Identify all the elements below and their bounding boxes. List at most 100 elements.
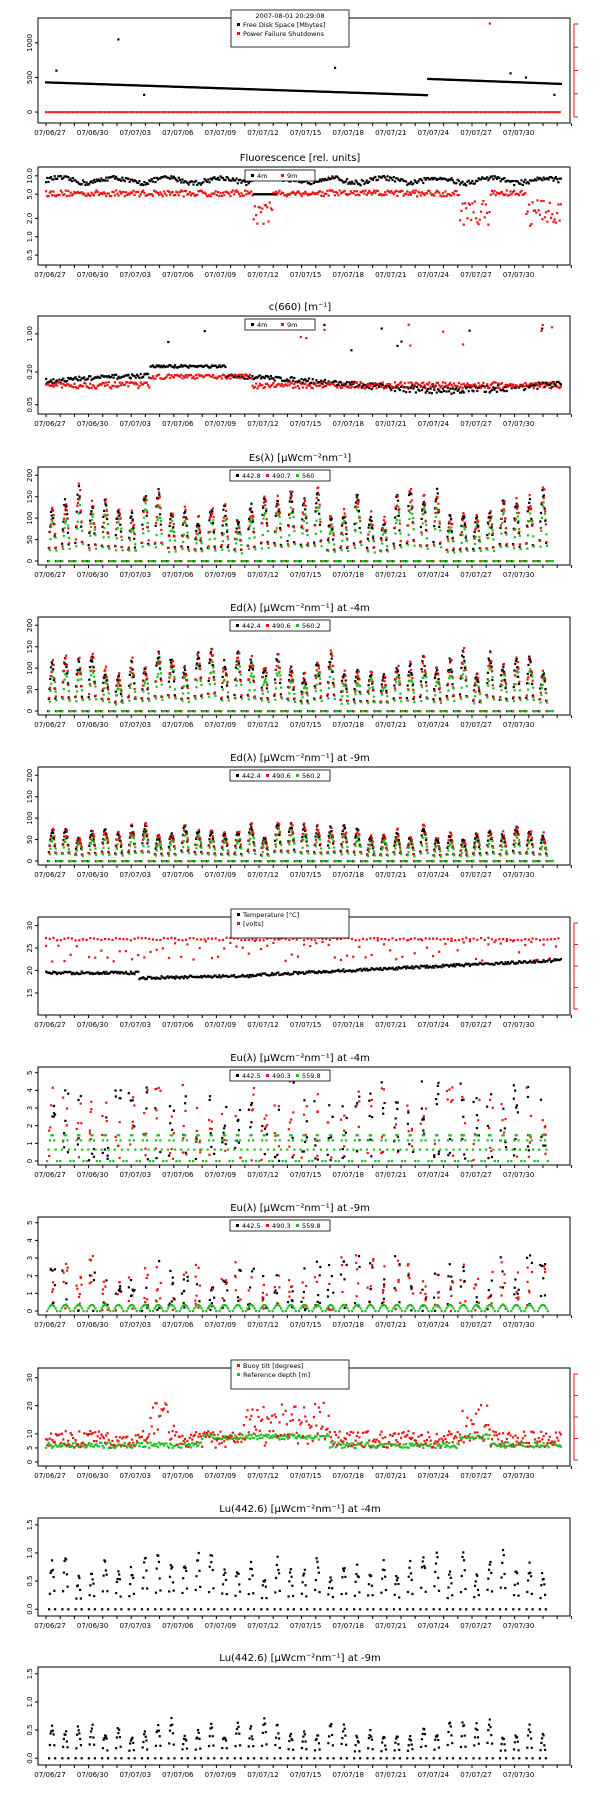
fluor-9m-point	[395, 189, 398, 192]
c660-4m-point	[253, 377, 257, 380]
fluor-4m-point	[115, 175, 118, 178]
fluor-4m-point	[300, 181, 303, 184]
fluor-9m-point	[492, 192, 495, 195]
fluor-9m-point	[463, 202, 467, 205]
shutdown-point	[475, 111, 478, 114]
c660-spike-point	[541, 327, 544, 330]
fluor-9m-point	[295, 191, 298, 194]
c660-9m-point	[218, 375, 221, 378]
disk-point	[390, 92, 393, 96]
band-560-point	[168, 539, 172, 542]
fluor-4m-point	[65, 175, 69, 178]
band-560-point	[316, 673, 320, 676]
fluor-9m-point	[252, 218, 255, 221]
fluor-4m-point	[554, 176, 558, 179]
band-442-point	[63, 498, 67, 501]
outlier-point	[333, 66, 337, 69]
band-560-point	[224, 519, 227, 522]
band-442-point	[53, 535, 56, 538]
shutdown-point	[396, 111, 399, 114]
c660-4m-point	[145, 373, 148, 376]
disk-point	[457, 78, 460, 82]
shutdown-point	[506, 111, 510, 114]
fluor-9m-point	[321, 191, 324, 194]
legend-swatch	[281, 323, 284, 326]
fluor-9m-point	[85, 194, 88, 197]
c660-9m-point	[374, 381, 377, 385]
band-560-point	[247, 547, 250, 551]
c660-9m-point	[111, 384, 114, 387]
disk-point	[219, 87, 222, 90]
c660-9m-point	[322, 385, 325, 388]
band-560-point	[342, 521, 345, 524]
band-560-point	[502, 511, 505, 515]
c660-4m-point	[133, 374, 136, 378]
c660-9m-point	[69, 384, 72, 387]
c660-4m-point	[161, 366, 164, 369]
fluor-4m-point	[411, 183, 414, 186]
shutdown-point	[143, 111, 146, 114]
c660-4m-point	[189, 365, 193, 368]
band-442-point	[450, 530, 453, 533]
x-tick-label: 07/07/27	[460, 420, 491, 428]
c660-4m-point	[375, 383, 378, 386]
band-560-point	[276, 674, 279, 677]
c660-9m-point	[280, 382, 284, 386]
data-points	[45, 22, 562, 114]
disk-point	[100, 83, 103, 86]
band-490-point	[91, 652, 94, 655]
band-560-point	[262, 517, 265, 520]
band-560-point	[208, 683, 211, 686]
band-560-point	[161, 698, 164, 701]
c660-9m-point	[67, 383, 70, 386]
fluor-4m-point	[381, 175, 384, 178]
c660-4m-point	[551, 385, 554, 388]
night-point	[138, 710, 141, 713]
outlier-point	[553, 93, 556, 96]
c660-9m-point	[94, 386, 97, 390]
band-490-point	[154, 695, 157, 698]
band-442-point	[52, 517, 55, 520]
fluor-4m-point	[145, 182, 148, 185]
fluor-9m-point	[538, 213, 542, 216]
c660-4m-point	[343, 384, 346, 387]
legend-label: 490.7	[272, 472, 291, 480]
c660-4m-point	[320, 379, 323, 382]
fluor-4m-point	[113, 177, 116, 180]
band-442-point	[130, 511, 134, 514]
chart-panel: Fluorescence [rel. units]0.51.02.05.010.…	[26, 153, 572, 279]
c660-9m-point	[519, 383, 522, 386]
fluor-9m-point	[144, 194, 147, 197]
band-442-point	[300, 690, 303, 693]
band-490-point	[479, 547, 482, 550]
band-442-point	[238, 531, 241, 534]
c660-4m-point	[79, 379, 82, 382]
band-490-point	[249, 515, 252, 518]
fluor-9m-point	[404, 192, 408, 195]
band-490-point	[65, 503, 68, 506]
shutdown-point	[214, 111, 217, 114]
band-490-point	[62, 669, 66, 672]
fluor-9m-point	[284, 193, 287, 197]
shutdown-point	[467, 111, 470, 114]
band-442-point	[316, 491, 319, 495]
c660-4m-point	[325, 381, 328, 385]
band-560-point	[360, 543, 363, 547]
c660-4m-point	[221, 364, 225, 367]
disk-point	[47, 81, 50, 84]
band-490-point	[142, 680, 145, 683]
disk-point	[409, 93, 413, 96]
shutdown-point	[89, 111, 92, 114]
c660-9m-point	[468, 384, 472, 387]
fluor-9m-point	[409, 193, 413, 196]
fluor-4m-point	[540, 178, 543, 181]
band-490-point	[462, 512, 465, 515]
fluor-9m-point	[268, 201, 271, 204]
fluor-4m-point	[231, 177, 234, 180]
c660-4m-point	[118, 376, 121, 380]
disk-point	[58, 81, 61, 84]
band-490-point	[382, 519, 385, 522]
night-point	[242, 710, 245, 713]
fluor-9m-point	[236, 190, 239, 193]
band-490-point	[52, 663, 55, 666]
